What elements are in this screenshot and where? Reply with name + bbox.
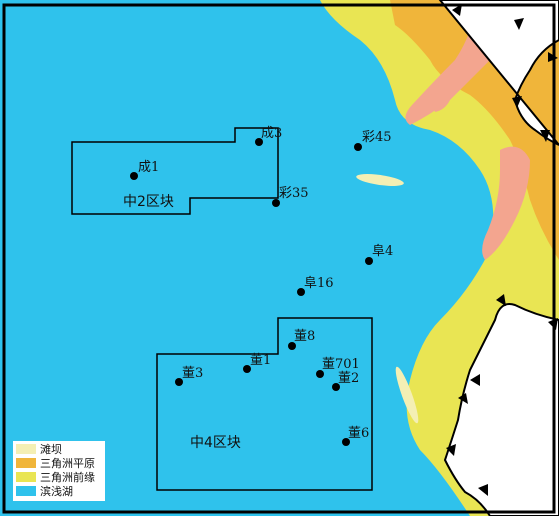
well-label: 阜4 xyxy=(372,243,393,259)
channel-area xyxy=(482,146,530,260)
well-marker xyxy=(297,288,305,296)
well-label: 彩35 xyxy=(279,186,309,201)
well-cai45: 彩45 xyxy=(354,130,392,151)
legend-label: 滩坝 xyxy=(40,442,62,456)
well-dong6: 董6 xyxy=(342,426,369,446)
block-boundary-south xyxy=(156,317,373,491)
well-cheng1: 成1 xyxy=(130,160,159,180)
well-label: 董701 xyxy=(322,357,360,372)
legend-label: 三角洲前缘 xyxy=(40,470,95,484)
well-marker xyxy=(316,370,324,378)
well-dong3: 董3 xyxy=(175,366,203,386)
legend-label: 三角洲平原 xyxy=(40,457,95,470)
map-frame xyxy=(2,3,556,514)
well-dong701: 董701 xyxy=(316,357,360,378)
well-marker xyxy=(354,143,362,151)
well-marker xyxy=(365,257,373,265)
well-marker xyxy=(175,378,183,386)
block-label-north: 中2区块 xyxy=(123,194,174,210)
well-marker xyxy=(255,138,263,146)
block-boundary-north xyxy=(71,127,279,215)
legend: 滩坝 三角洲平原 三角洲前缘 滨浅湖 xyxy=(13,441,105,501)
well-cheng3: 成3 xyxy=(255,126,282,146)
well-fu16: 阜16 xyxy=(297,275,334,296)
legend-swatch-front xyxy=(16,472,36,482)
legend-swatch-bar xyxy=(16,444,36,454)
well-label: 董8 xyxy=(294,329,315,344)
well-marker xyxy=(332,383,340,391)
block-label-south: 中4区块 xyxy=(190,435,241,451)
well-marker xyxy=(243,365,251,373)
legend-label: 滨浅湖 xyxy=(40,484,73,498)
well-dong8: 董8 xyxy=(288,329,315,350)
well-label: 董3 xyxy=(182,366,203,381)
well-label: 董2 xyxy=(338,371,359,386)
well-label: 成1 xyxy=(138,160,159,175)
legend-swatch-lake xyxy=(16,486,36,496)
well-dong2: 董2 xyxy=(332,371,359,391)
well-dong1: 董1 xyxy=(243,353,271,373)
well-label: 董6 xyxy=(348,426,369,441)
well-label: 彩45 xyxy=(362,130,392,145)
well-fu4: 阜4 xyxy=(365,243,393,265)
well-label: 阜16 xyxy=(304,275,334,291)
beach-bar xyxy=(356,174,404,186)
channel-area xyxy=(430,93,450,112)
legend-swatch-plain xyxy=(16,458,36,468)
well-label: 成3 xyxy=(261,126,282,141)
channel-area xyxy=(405,23,502,126)
beach-bar xyxy=(395,366,419,424)
well-label: 董1 xyxy=(250,353,271,368)
well-marker xyxy=(130,172,138,180)
land-area xyxy=(443,303,559,516)
well-marker xyxy=(288,342,296,350)
well-marker xyxy=(272,199,280,207)
well-cai35: 彩35 xyxy=(272,186,309,207)
well-marker xyxy=(342,438,350,446)
